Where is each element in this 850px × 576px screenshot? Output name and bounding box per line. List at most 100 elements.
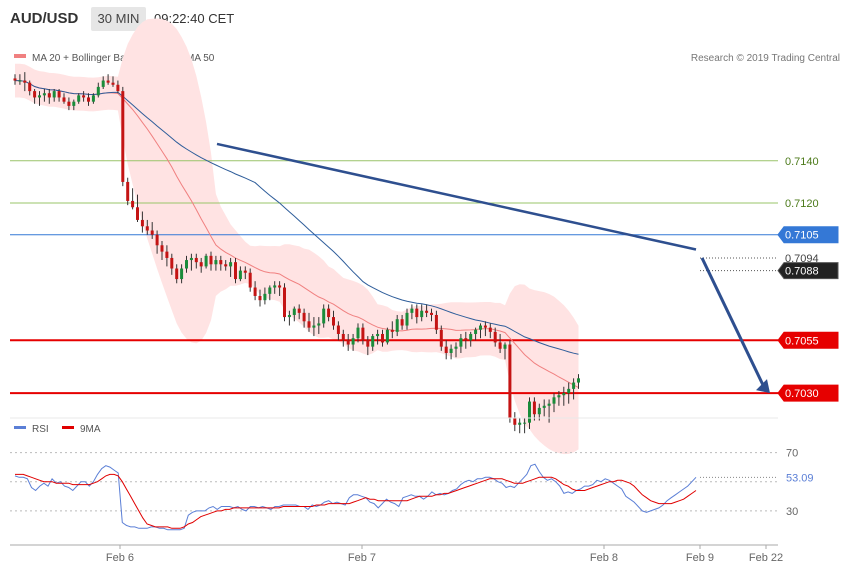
price-tag-0.7030: 0.7030 [777,384,839,402]
candle [532,401,536,415]
candle [503,344,507,349]
candle [479,325,482,330]
candle [567,388,571,394]
candle [57,91,61,98]
candle [278,285,282,288]
candle [537,407,541,415]
candle [346,340,350,345]
candle [434,314,438,330]
candle [302,312,306,322]
candle [351,338,355,345]
candle [385,329,389,343]
legend-ma20-swatch [14,54,26,58]
timeframe-button[interactable]: 30 MIN [91,7,146,31]
candle [18,80,22,82]
candle [155,234,159,246]
candle [410,308,414,313]
price-tag-label: 0.7120 [785,198,819,210]
candle [101,80,105,87]
rsi-tick-30: 30 [786,506,798,518]
candle [513,418,517,425]
candle [42,93,46,96]
candle [28,82,32,92]
arrow-head [756,379,770,394]
rsi-current-label: 53.09 [786,472,814,484]
candle [518,422,522,425]
x-axis: Feb 6 Feb 7 Feb 8 Feb 9 Feb 22 [10,417,783,564]
candle [219,260,223,265]
bollinger-band [15,18,579,455]
candle [381,333,384,343]
candle [312,325,316,328]
candle [577,378,580,383]
candle [449,348,453,353]
rsi-ma-line [15,473,697,529]
candle [87,97,90,102]
candle [23,80,27,83]
price-tag-0.7105: 0.7105 [777,226,839,244]
candle [552,397,556,404]
price-tag-label: 0.7030 [785,388,819,400]
candle [483,325,487,328]
symbol-title: AUD/USD [10,10,79,27]
candle [400,319,404,326]
candle [327,308,331,318]
candle [72,101,76,106]
price-tag-box [777,331,839,349]
candle [199,262,203,267]
price-tag-box [778,249,838,266]
clock-time: 09:22:40 CET [154,11,235,26]
candle [62,97,66,102]
candle [33,91,37,98]
legend-9ma-swatch [62,426,74,429]
candle [136,207,139,220]
price-tag-box [778,195,838,212]
candle [160,245,164,252]
candle [268,287,272,294]
candle [376,333,380,337]
candle [253,287,257,296]
candle [366,340,370,347]
candle [204,255,208,267]
trendline [216,142,697,251]
candle [263,293,267,301]
legend-ma20-label: MA 20 + Bollinger Bands [32,53,142,64]
candle [317,323,321,326]
candle [52,91,56,98]
candle [405,312,409,326]
candle [224,264,228,267]
candle [248,272,252,288]
legend-rsi-label: RSI [32,424,49,435]
rsi-line [14,463,697,531]
price-tag-0.7088: 0.7088 [777,262,839,280]
candle [121,91,125,182]
candle [341,333,345,341]
candle [106,80,110,83]
candle [38,95,41,98]
x-tick-label: Feb 22 [749,552,783,564]
candle [77,95,81,102]
candle [140,219,144,227]
candle [185,260,188,269]
candle [145,226,149,231]
price-tag-0.7055: 0.7055 [777,331,839,349]
candle [96,86,100,96]
credit-text: Research © 2019 Trading Central [691,53,840,64]
candle [572,382,576,389]
candle [523,422,527,424]
candle [238,270,242,280]
candle [415,308,419,318]
price-tag-0.7120: 0.7120 [778,195,838,212]
candle [91,95,95,102]
candle [322,308,326,324]
candle [273,285,277,288]
price-tag-label: 0.7105 [785,230,819,242]
candle [82,95,86,98]
price-tag-0.7094: 0.7094 [778,249,838,266]
candle [283,287,286,318]
candle [297,308,301,313]
candle [150,230,154,235]
candle [332,317,335,326]
legend-ma50-label: MA 50 [186,53,215,64]
price-tag-label: 0.7140 [785,156,819,168]
